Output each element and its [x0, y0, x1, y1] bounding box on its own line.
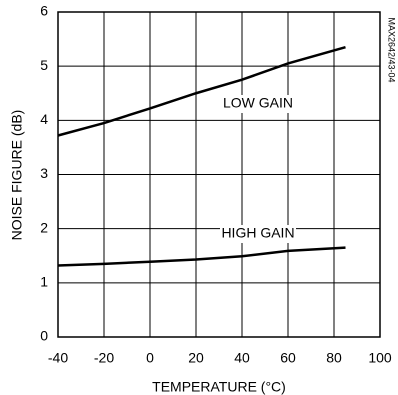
- x-tick-label: 60: [280, 350, 296, 366]
- x-tick-label: -40: [48, 350, 68, 366]
- y-tick-label: 0: [40, 328, 48, 344]
- y-tick-label: 4: [40, 111, 48, 127]
- x-tick-label: 80: [326, 350, 342, 366]
- x-tick-label: -20: [94, 350, 114, 366]
- x-tick-label: 0: [146, 350, 154, 366]
- x-tick-label: 20: [188, 350, 204, 366]
- x-axis-label: TEMPERATURE (°C): [152, 379, 286, 395]
- y-tick-label: 6: [40, 3, 48, 19]
- series-line: [57, 46, 346, 137]
- x-tick-label: 100: [368, 350, 392, 366]
- x-tick-label: 40: [234, 350, 250, 366]
- series-label: LOW GAIN: [223, 95, 293, 111]
- y-axis-label: NOISE FIGURE (dB): [9, 110, 25, 241]
- series-line: [57, 246, 346, 267]
- series-label-bg: [220, 225, 296, 243]
- y-tick-label: 3: [40, 165, 48, 181]
- y-tick-label: 1: [40, 274, 48, 290]
- y-tick-label: 5: [40, 57, 48, 73]
- plot-frame: [57, 11, 381, 338]
- annotation: MAX2642/43-04: [387, 17, 397, 82]
- series-label-bg: [220, 95, 296, 113]
- series-label: HIGH GAIN: [221, 225, 294, 241]
- y-tick-label: 2: [40, 219, 48, 235]
